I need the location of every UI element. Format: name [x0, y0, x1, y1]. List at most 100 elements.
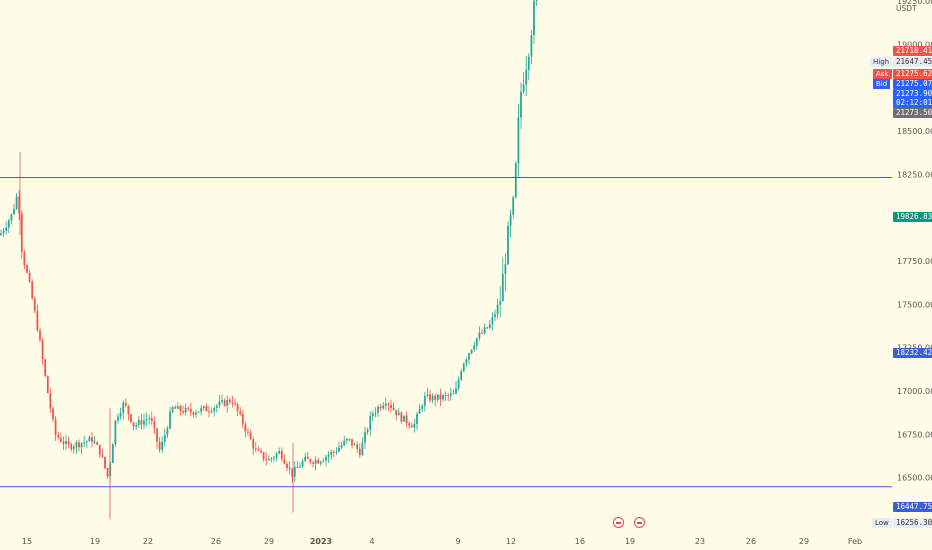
candle-body [46, 375, 49, 394]
candle-body [33, 298, 36, 311]
candle-body [65, 440, 67, 444]
candle-body [366, 429, 369, 433]
candle-body [301, 460, 304, 467]
candle-body [101, 454, 104, 457]
x-tick-label: 19 [625, 537, 635, 546]
candle-body [252, 439, 255, 449]
low-label: Low [872, 518, 892, 528]
candle-body [478, 333, 481, 339]
candle-body [496, 304, 499, 315]
candle-body [377, 406, 379, 413]
candle-body [104, 456, 106, 468]
candle-body [234, 403, 236, 405]
candle-body [189, 408, 192, 413]
candle-body [288, 468, 291, 470]
y-tick-label: 18500.00 [897, 127, 932, 136]
candle-body [439, 394, 442, 400]
candle-body [356, 444, 359, 449]
candle-body [473, 345, 476, 350]
candle-body [507, 225, 509, 265]
candle-body [106, 467, 109, 477]
candle-body [397, 412, 400, 416]
candle-body [192, 412, 195, 415]
candle-body [54, 419, 57, 435]
candle-body [135, 424, 138, 427]
candle-body [228, 399, 231, 403]
candle-body [325, 456, 327, 461]
candle-body [67, 440, 70, 445]
x-tick-label: 26 [211, 537, 221, 546]
candle-body [18, 196, 21, 214]
candle-body [499, 301, 502, 305]
candle-body [262, 452, 265, 460]
candle-body [470, 349, 473, 354]
candle-body [148, 418, 151, 420]
candle-body [460, 371, 463, 380]
event-flag-icon[interactable] [613, 517, 624, 528]
candle-body [171, 407, 174, 412]
candle-body [96, 442, 99, 445]
candle-body [156, 428, 158, 442]
candle-body [488, 324, 491, 329]
candle-body [91, 437, 93, 443]
candle-body [169, 411, 171, 429]
low-value-tag: 16256.30 [893, 518, 932, 528]
y-tick-label: 17750.00 [897, 257, 932, 266]
candle-body [23, 252, 26, 266]
candle-body [520, 91, 522, 118]
candle-body [291, 468, 294, 477]
candle-body [80, 443, 83, 448]
candle-body [62, 441, 65, 444]
candle-body [247, 431, 249, 433]
candle-body [137, 419, 140, 425]
candle-body [517, 117, 520, 164]
candle-body [481, 333, 483, 335]
candle-body [340, 445, 343, 448]
y-tick-label: 16750.00 [897, 430, 932, 439]
time-axis[interactable]: 15 19 22 26 29 2023 4 9 12 16 19 23 26 29 Feb [22, 537, 862, 546]
candle-body [379, 406, 382, 409]
y-tick-label: 19250.00 [897, 0, 932, 6]
candle-body [465, 359, 468, 364]
candle-body [244, 424, 247, 432]
candle-body [426, 394, 429, 396]
event-flag-icon[interactable] [634, 517, 645, 528]
candle-body [239, 411, 242, 414]
candle-body [509, 214, 512, 226]
x-tick-label: Feb [848, 537, 862, 546]
candle-body [44, 359, 47, 376]
high-label: High [870, 57, 893, 67]
candle-body [254, 448, 257, 450]
candle-body [72, 447, 75, 450]
x-tick-label: 16 [575, 537, 585, 546]
candle-body [335, 451, 338, 453]
x-tick-label: 12 [506, 537, 516, 546]
candle-body [140, 419, 143, 425]
candle-body [286, 463, 288, 469]
candle-body [184, 407, 187, 413]
candle-body [353, 444, 356, 446]
candle-body [317, 460, 320, 464]
high-value-tag: 21647.45 [893, 57, 932, 67]
candle-body [31, 281, 34, 299]
candle-body [410, 425, 413, 428]
candle-body [390, 404, 392, 408]
horizontal-levels [0, 176, 892, 488]
candle-body [111, 444, 114, 464]
candle-body [270, 458, 273, 460]
x-tick-label: 29 [264, 537, 274, 546]
candle-body [10, 214, 13, 221]
candle-body [275, 453, 278, 458]
candle-body [447, 395, 450, 397]
candle-body [119, 412, 122, 417]
candle-body [405, 415, 408, 424]
candle-body [260, 450, 262, 453]
candle-body [369, 416, 372, 430]
candle-body [182, 410, 184, 413]
candle-body [504, 264, 507, 274]
candle-body [382, 405, 385, 409]
candle-body [351, 438, 353, 446]
candle-body [358, 448, 361, 456]
y-tick-label: 17000.00 [897, 387, 932, 396]
